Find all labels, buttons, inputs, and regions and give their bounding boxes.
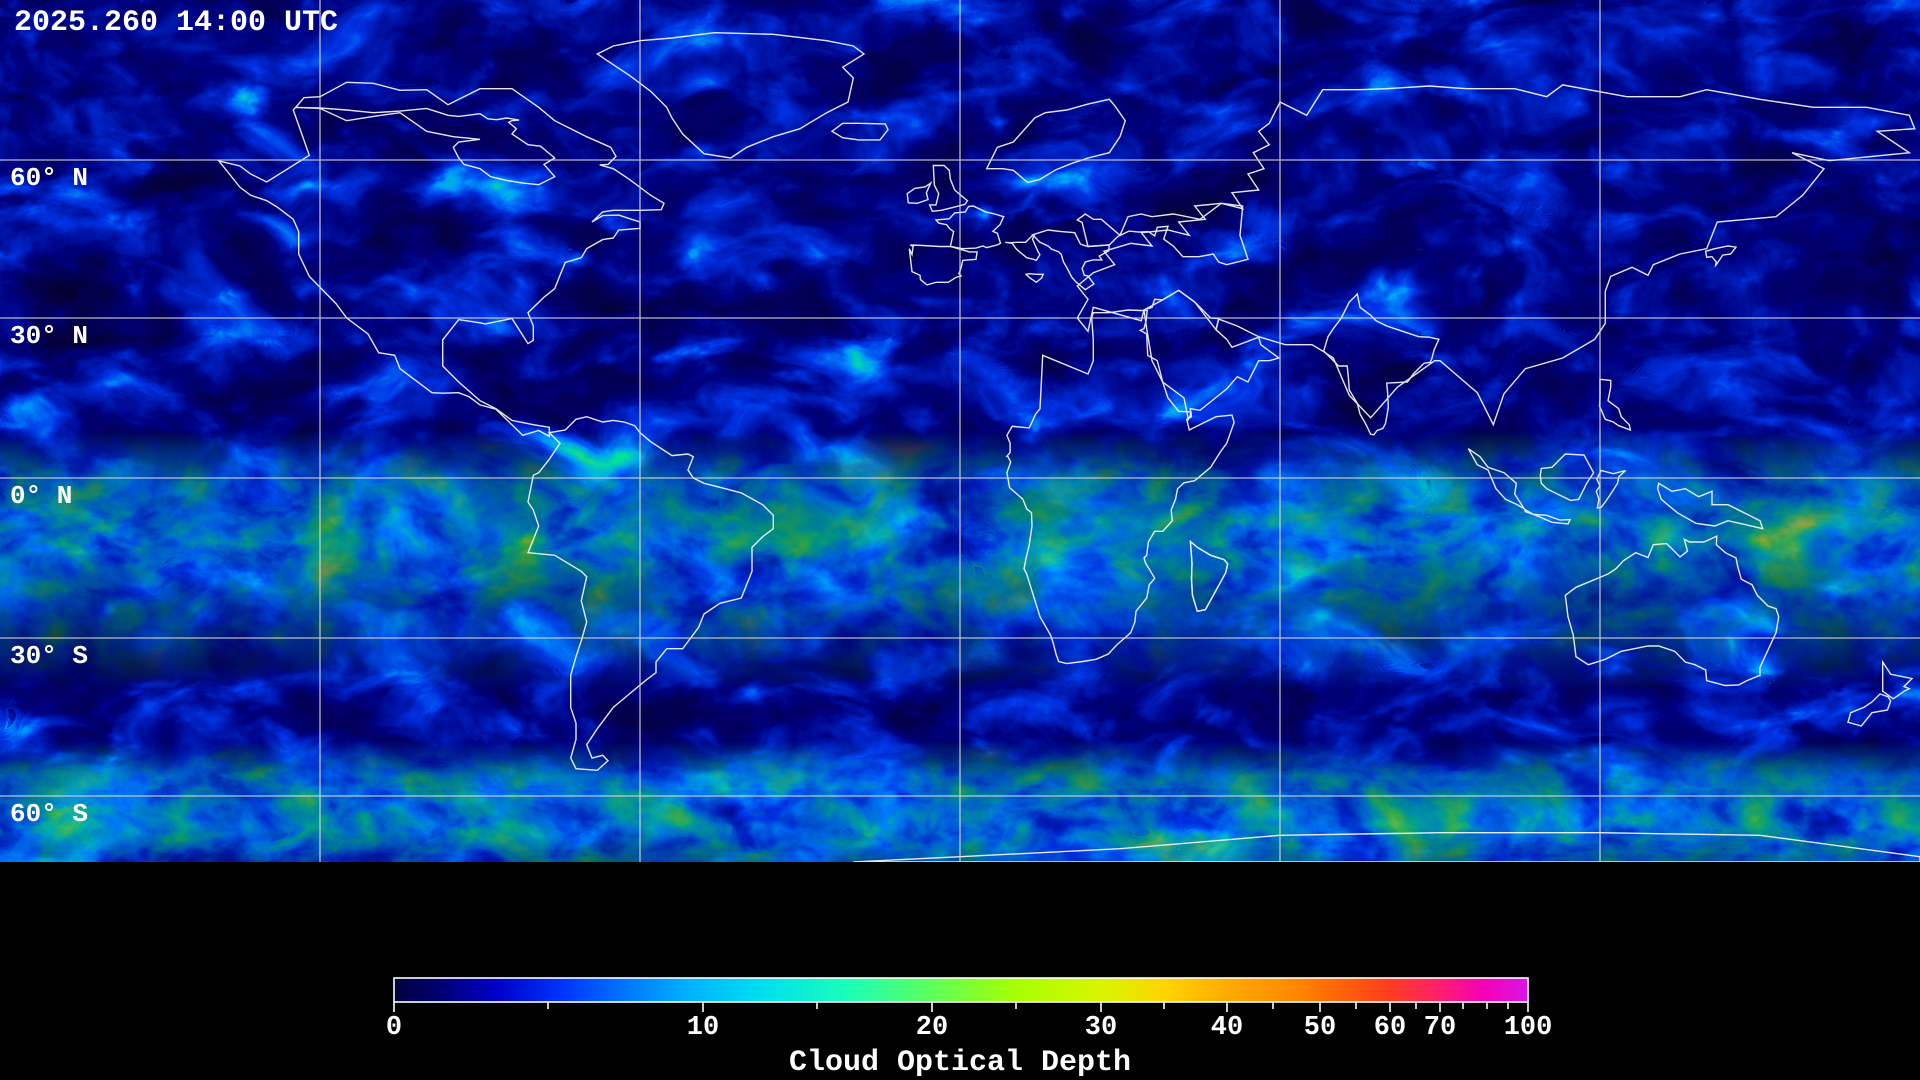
- svg-text:50: 50: [1304, 1013, 1336, 1043]
- svg-text:20: 20: [916, 1013, 948, 1043]
- svg-text:0° N: 0° N: [10, 481, 72, 511]
- svg-text:70: 70: [1424, 1013, 1456, 1043]
- svg-text:2025.260 14:00 UTC: 2025.260 14:00 UTC: [14, 6, 338, 40]
- svg-text:60° S: 60° S: [10, 799, 88, 829]
- svg-text:30° N: 30° N: [10, 321, 88, 351]
- svg-text:0: 0: [386, 1013, 402, 1043]
- svg-text:60° N: 60° N: [10, 163, 88, 193]
- svg-text:10: 10: [687, 1013, 719, 1043]
- svg-text:30: 30: [1085, 1013, 1117, 1043]
- svg-text:100: 100: [1504, 1013, 1553, 1043]
- svg-text:60: 60: [1374, 1013, 1406, 1043]
- svg-text:Cloud Optical Depth: Cloud Optical Depth: [789, 1046, 1131, 1080]
- svg-text:30° S: 30° S: [10, 641, 88, 671]
- svg-text:40: 40: [1211, 1013, 1243, 1043]
